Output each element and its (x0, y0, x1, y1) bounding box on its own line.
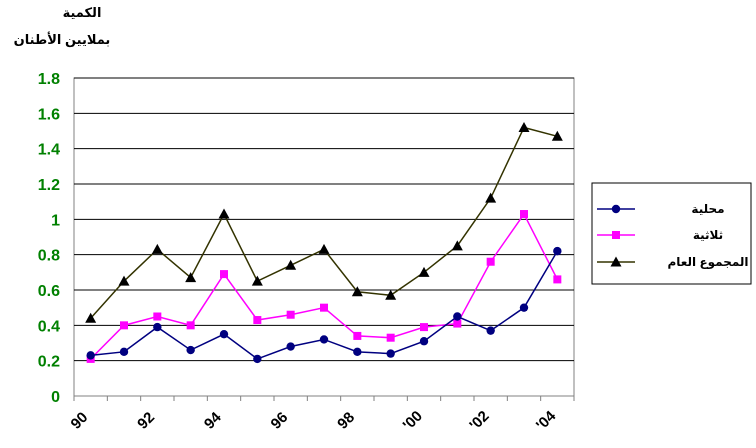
data-point (386, 349, 395, 358)
legend-marker (612, 231, 620, 239)
data-point (185, 272, 197, 283)
x-tick-label: 90 (68, 409, 92, 433)
data-point (151, 243, 163, 254)
legend-label: محلية (691, 202, 724, 216)
data-point (153, 312, 162, 321)
data-point (486, 257, 495, 266)
y-tick-label: 1.8 (38, 71, 60, 88)
data-point (186, 321, 195, 330)
data-point (553, 246, 562, 256)
x-tick-label: 92 (134, 409, 158, 433)
x-tick-label: 94 (201, 408, 225, 432)
legend-item: محلية (597, 202, 725, 216)
x-tick-label: 98 (334, 409, 358, 433)
data-point (551, 130, 563, 141)
legend-marker (611, 204, 621, 214)
data-point (120, 321, 128, 330)
y-axis-title-line-2: بملايين الأطنان (14, 31, 111, 47)
data-point (386, 333, 395, 342)
y-tick-label: 1.2 (38, 177, 60, 194)
legend-item: المجموع العام (597, 255, 749, 270)
y-tick-label: 0.6 (38, 283, 60, 300)
legend: محلية ثلاثية المجموع العام (597, 202, 749, 270)
y-tick-label: 0 (51, 389, 60, 406)
data-point (486, 326, 495, 335)
data-point (520, 210, 528, 219)
legend-item: ثلاثية (597, 228, 723, 242)
data-point (85, 312, 97, 323)
data-point (418, 266, 430, 277)
y-axis-ticks: 0 0.2 0.4 0.6 0.8 1 1.2 1.4 1.6 1.8 (38, 71, 60, 406)
data-point (320, 303, 328, 312)
legend-label: المجموع العام (667, 255, 748, 270)
data-point (153, 322, 162, 332)
data-point (253, 316, 262, 325)
x-axis-ticks: 90 92 94 96 98 '00 '02 '04 (68, 396, 575, 434)
series-2 (85, 121, 563, 323)
data-point (453, 312, 462, 321)
data-point (553, 275, 562, 284)
data-point (286, 342, 295, 351)
data-point (119, 347, 129, 357)
data-point (220, 270, 228, 279)
data-point (253, 354, 262, 364)
x-tick-label: '04 (533, 407, 560, 434)
data-point (319, 335, 329, 344)
data-point (186, 345, 195, 355)
data-point (86, 351, 95, 360)
x-tick-label: 96 (268, 409, 292, 433)
legend-marker (610, 256, 622, 267)
data-point (485, 192, 497, 203)
y-tick-label: 0.2 (38, 354, 60, 371)
data-point (219, 329, 229, 339)
x-tick-label: '00 (400, 408, 426, 434)
y-tick-label: 0.4 (38, 318, 60, 335)
data-point (353, 347, 362, 357)
series-layer (85, 121, 563, 364)
data-point (420, 323, 428, 332)
data-point (518, 121, 530, 132)
data-point (453, 319, 462, 328)
y-axis-title-line-1: الكمية (63, 5, 102, 20)
x-tick-label: '02 (466, 408, 492, 434)
plot-area (73, 77, 575, 397)
y-tick-label: 0.8 (38, 248, 60, 265)
data-point (419, 337, 429, 346)
data-point (218, 208, 230, 219)
data-point (451, 240, 463, 251)
series-0 (86, 246, 562, 364)
y-tick-label: 1.4 (38, 142, 60, 159)
y-tick-label: 1.6 (38, 106, 60, 123)
data-point (385, 289, 397, 300)
legend-label: ثلاثية (693, 228, 723, 242)
data-point (519, 303, 529, 312)
data-point (353, 331, 362, 340)
data-point (286, 310, 295, 319)
data-point (318, 243, 330, 254)
y-tick-label: 1 (51, 212, 60, 229)
data-point (118, 275, 130, 286)
data-point (251, 275, 263, 286)
data-point (351, 286, 363, 297)
data-point (285, 259, 297, 270)
